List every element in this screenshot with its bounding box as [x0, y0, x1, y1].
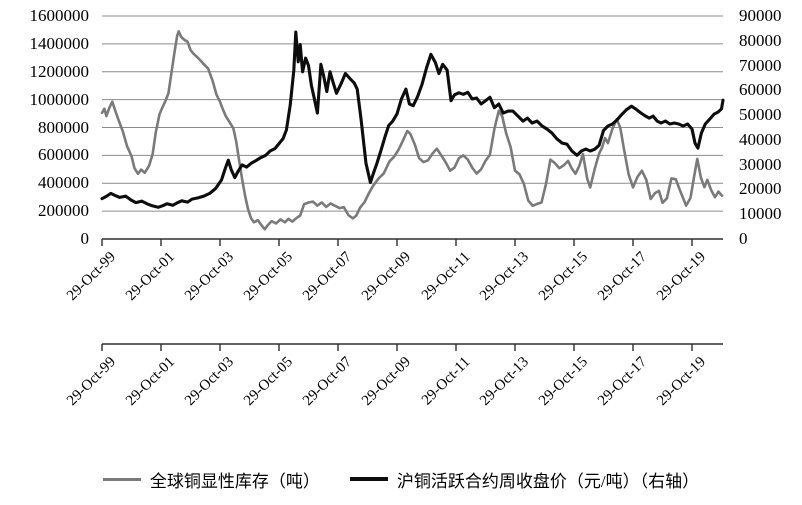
y-left-tick-label: 0	[80, 229, 90, 248]
y-left-tick-label: 1600000	[29, 6, 90, 25]
y-right-tick-label: 30000	[739, 154, 782, 174]
legend-item-price: 沪铜活跃合约周收盘价（元/吨）（右轴）	[349, 467, 700, 492]
y-right-tick-label: 40000	[739, 129, 782, 149]
y-right-tick-label: 10000	[739, 204, 782, 224]
y-right-tick-label: 90000	[739, 6, 782, 25]
legend-item-inventory: 全球铜显性库存（吨）	[102, 467, 320, 492]
y-left-tick-label: 800000	[38, 117, 89, 137]
y-left-tick-label: 1000000	[29, 89, 90, 109]
y-right-tick-label: 70000	[739, 55, 782, 75]
y-left-tick-label: 1400000	[29, 33, 90, 53]
y-right-tick-label: 80000	[739, 30, 782, 50]
legend: 全球铜显性库存（吨） 沪铜活跃合约周收盘价（元/吨）（右轴）	[0, 463, 802, 495]
y-right-tick-label: 60000	[739, 80, 782, 100]
y-right-tick-label: 50000	[739, 105, 782, 125]
legend-line-sample-inventory	[102, 477, 141, 481]
y-left-tick-label: 400000	[38, 173, 89, 193]
y-left-tick-label: 600000	[38, 145, 89, 165]
y-left-tick-label: 1200000	[29, 61, 90, 81]
y-left-tick-label: 200000	[38, 201, 89, 221]
price-series-line	[100, 30, 725, 209]
y-right-tick-label: 0	[739, 229, 748, 248]
legend-label-inventory: 全球铜显性库存（吨）	[149, 471, 320, 491]
legend-line-sample-price	[349, 477, 388, 481]
y-right-tick-label: 20000	[739, 179, 782, 199]
legend-label-price: 沪铜活跃合约周收盘价（元/吨）（右轴）	[396, 471, 700, 491]
